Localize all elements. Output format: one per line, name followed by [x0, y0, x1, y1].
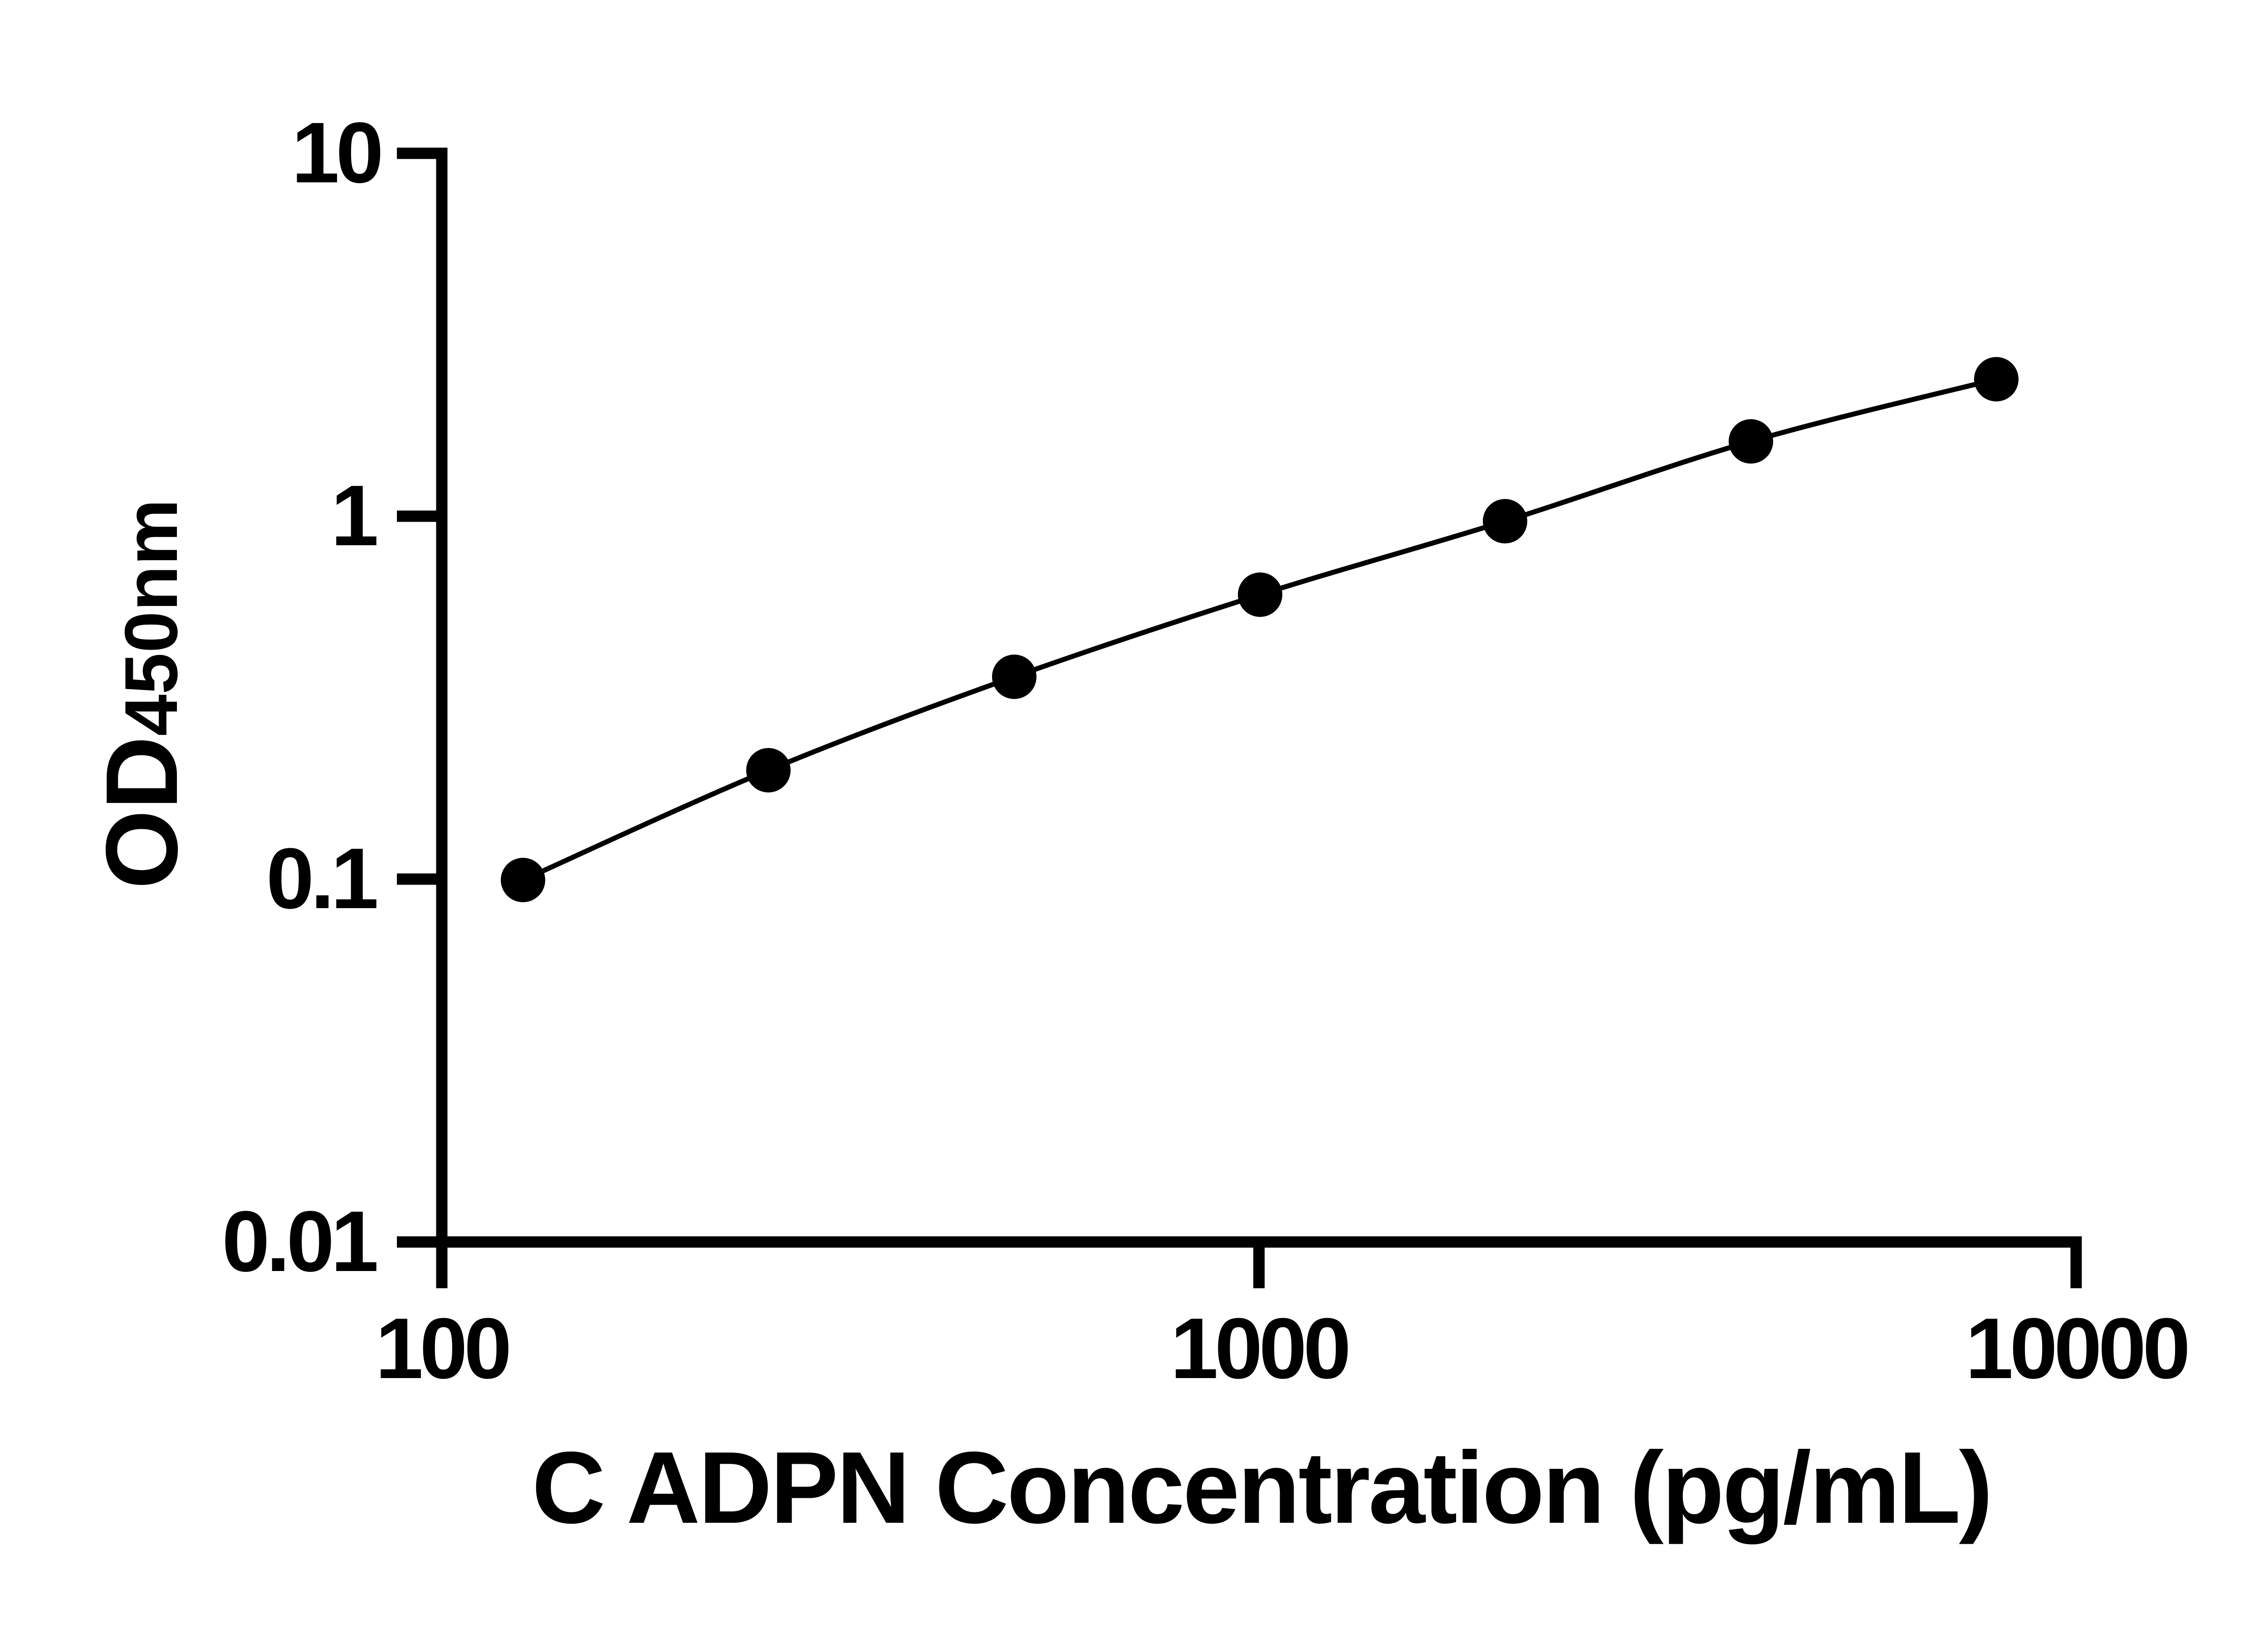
svg-text:OD450nm: OD450nm [84, 499, 199, 889]
svg-text:C ADPN Concentration (pg/mL): C ADPN Concentration (pg/mL) [532, 1430, 1991, 1545]
svg-text:100: 100 [375, 1301, 508, 1397]
svg-text:1000: 1000 [1170, 1301, 1348, 1397]
svg-text:0.1: 0.1 [266, 831, 376, 927]
svg-text:0.01: 0.01 [222, 1193, 376, 1290]
svg-text:10000: 10000 [1965, 1301, 2187, 1397]
svg-text:10: 10 [292, 105, 381, 201]
svg-text:1: 1 [331, 468, 376, 564]
